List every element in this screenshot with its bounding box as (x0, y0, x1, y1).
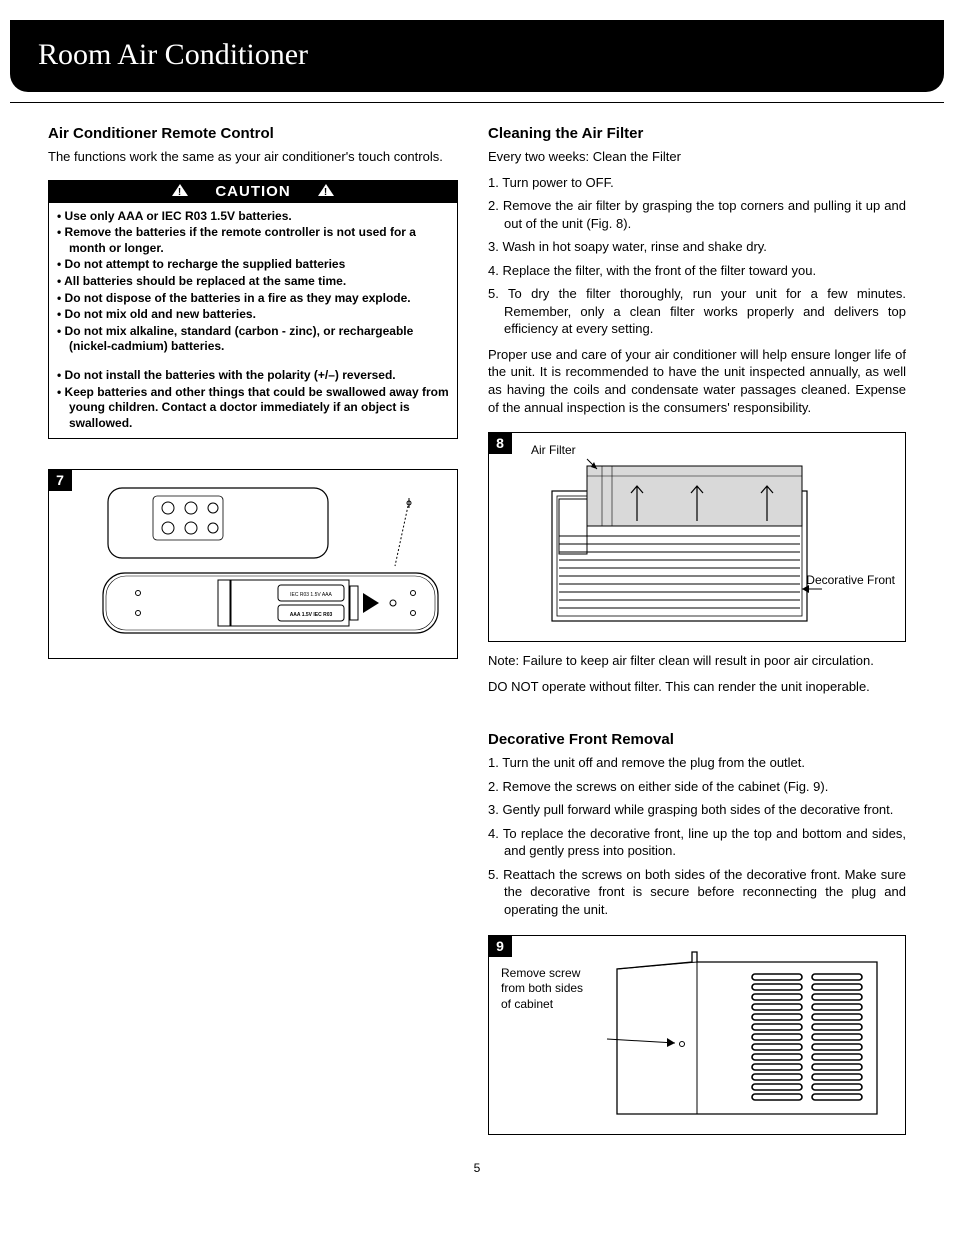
caution-item: Do not mix alkaline, standard (carbon - … (57, 324, 449, 355)
caution-item: Keep batteries and other things that cou… (57, 385, 449, 432)
caution-label: CAUTION (215, 183, 290, 200)
right-column: Cleaning the Air Filter Every two weeks:… (488, 125, 906, 1135)
deco-heading: Decorative Front Removal (488, 731, 906, 748)
caution-box: ! CAUTION ! Use only AAA or IEC R03 1.5V… (48, 180, 458, 440)
step: 5. To dry the filter thoroughly, run you… (488, 285, 906, 338)
caution-item: Do not dispose of the batteries in a fir… (57, 291, 449, 307)
caution-item: All batteries should be replaced at the … (57, 274, 449, 290)
clean-para: Proper use and care of your air conditio… (488, 346, 906, 416)
caution-item: Do not mix old and new batteries. (57, 307, 449, 323)
step: 4. Replace the filter, with the front of… (488, 262, 906, 280)
warning-icon: ! (171, 183, 189, 201)
step: 2. Remove the screws on either side of t… (488, 778, 906, 796)
note-1: Note: Failure to keep air filter clean w… (488, 652, 906, 670)
figure-7: 7 (48, 469, 458, 659)
step: 1. Turn power to OFF. (488, 174, 906, 192)
figure-9: 9 Remove screw from both sides of cabine… (488, 935, 906, 1135)
caution-item: Do not attempt to recharge the supplied … (57, 257, 449, 273)
step: 3. Gently pull forward while grasping bo… (488, 801, 906, 819)
caution-item: Do not install the batteries with the po… (57, 368, 449, 384)
fig8-label-filter: Air Filter (531, 443, 576, 457)
caution-item: Use only AAA or IEC R03 1.5V batteries. (57, 209, 449, 225)
deco-steps: 1. Turn the unit off and remove the plug… (488, 754, 906, 918)
step: 5. Reattach the screws on both sides of … (488, 866, 906, 919)
fig8-label-front: Decorative Front (806, 573, 895, 587)
left-column: Air Conditioner Remote Control The funct… (48, 125, 458, 1135)
note-2: DO NOT operate without filter. This can … (488, 678, 906, 696)
clean-steps: 1. Turn power to OFF. 2. Remove the air … (488, 174, 906, 338)
clean-heading: Cleaning the Air Filter (488, 125, 906, 142)
figure-badge: 9 (488, 935, 512, 957)
figure-badge: 8 (488, 432, 512, 454)
caution-list-b: Do not install the batteries with the po… (49, 368, 457, 438)
filter-diagram (497, 441, 897, 631)
svg-text:!: ! (323, 187, 327, 197)
content-columns: Air Conditioner Remote Control The funct… (0, 103, 954, 1155)
step: 3. Wash in hot soapy water, rinse and sh… (488, 238, 906, 256)
step: 1. Turn the unit off and remove the plug… (488, 754, 906, 772)
step: 2. Remove the air filter by grasping the… (488, 197, 906, 232)
remote-intro: The functions work the same as your air … (48, 148, 458, 166)
step: 4. To replace the decorative front, line… (488, 825, 906, 860)
warning-icon: ! (317, 183, 335, 201)
caution-item: Remove the batteries if the remote contr… (57, 225, 449, 256)
figure-8: 8 Air Filter Decorative Front (488, 432, 906, 642)
fig9-label: Remove screw from both sides of cabinet (501, 966, 596, 1013)
caution-header: ! CAUTION ! (49, 181, 457, 203)
remote-diagram: IEC R03 1.5V AAA AAA 1.5V IEC R03 (63, 478, 443, 648)
caution-list-a: Use only AAA or IEC R03 1.5V batteries. … (49, 203, 457, 362)
page-header: Room Air Conditioner (10, 20, 944, 92)
figure-badge: 7 (48, 469, 72, 491)
page-number: 5 (0, 1155, 954, 1193)
clean-sub: Every two weeks: Clean the Filter (488, 148, 906, 166)
svg-text:IEC R03 1.5V AAA: IEC R03 1.5V AAA (290, 592, 332, 598)
page-title: Room Air Conditioner (38, 38, 916, 72)
svg-text:AAA 1.5V IEC R03: AAA 1.5V IEC R03 (290, 612, 333, 618)
remote-heading: Air Conditioner Remote Control (48, 125, 458, 142)
svg-text:!: ! (178, 187, 182, 197)
